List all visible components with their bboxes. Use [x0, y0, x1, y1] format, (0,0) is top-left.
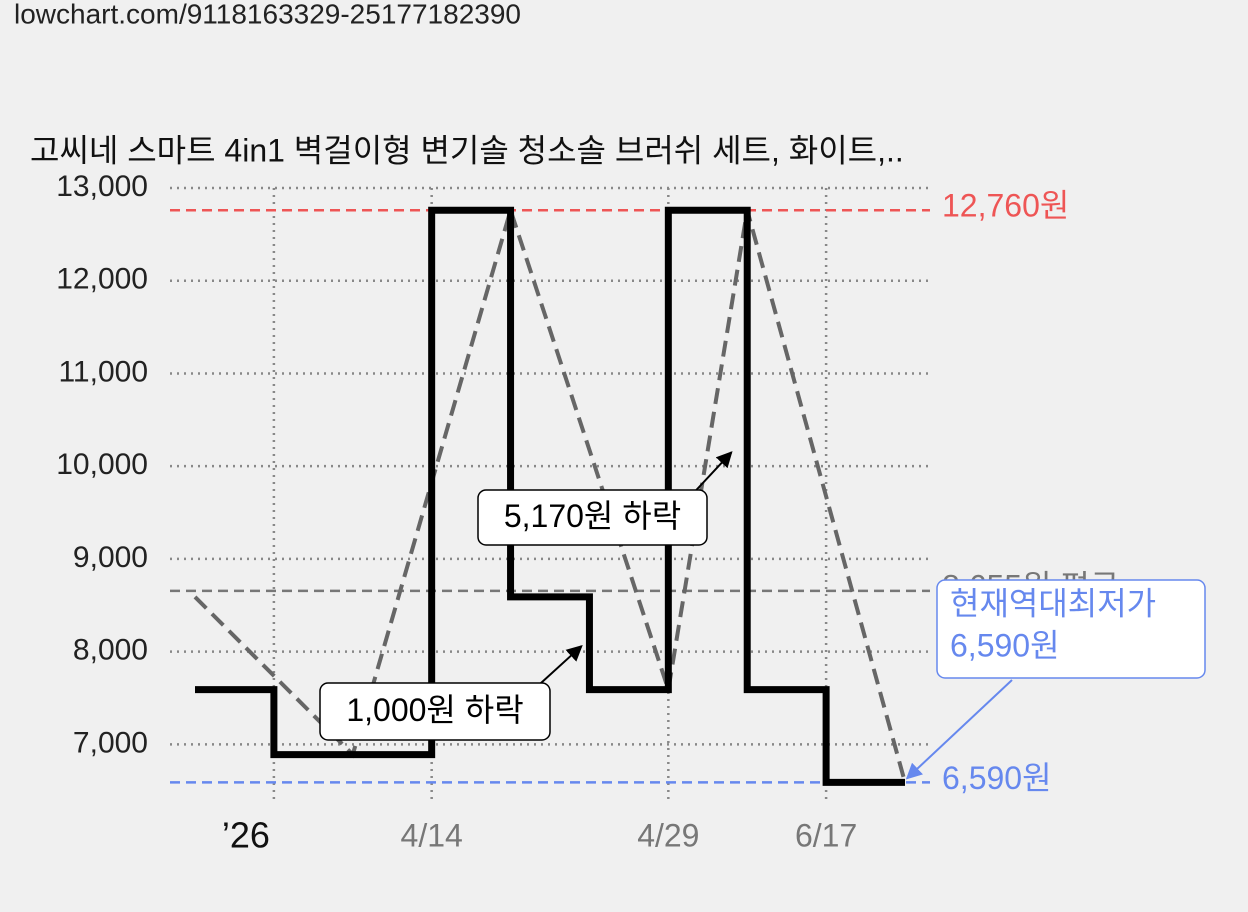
y-tick-label: 7,000	[73, 726, 148, 759]
url: lowchart.com/9118163329-25177182390	[14, 0, 521, 29]
x-tick-label: 4/14	[401, 817, 463, 853]
reference-label: 12,760원	[942, 188, 1069, 224]
annotation-box	[477, 489, 708, 546]
y-tick-label: 12,000	[56, 263, 148, 296]
price-line	[195, 206, 905, 786]
x-tick-label: 4/29	[637, 817, 699, 853]
x-tick-label: ’26	[222, 815, 270, 856]
callout-arrow	[905, 679, 1013, 780]
y-tick-label: 8,000	[73, 634, 148, 667]
y-tick-label: 13,000	[56, 170, 148, 203]
reference-label: 6,590원	[942, 760, 1052, 796]
annotation-box	[319, 682, 551, 741]
trend-line	[193, 203, 907, 783]
annotation-text: 1,000원 하락	[346, 692, 523, 728]
callout-box	[936, 579, 1206, 679]
chart-title: 고씨네 스마트 4in1 벽걸이형 변기솔 청소솔 브러쉬 세트, 화이트,..	[30, 132, 904, 168]
callout-text: 현재역대최저가	[950, 585, 1156, 621]
callout-text: 6,590원	[950, 627, 1060, 663]
y-tick-label: 9,000	[73, 541, 148, 574]
y-tick-label: 10,000	[56, 448, 148, 481]
y-tick-label: 11,000	[58, 355, 148, 388]
x-tick-label: 6/17	[795, 817, 857, 853]
annotation-text: 5,170원 하락	[504, 498, 681, 534]
